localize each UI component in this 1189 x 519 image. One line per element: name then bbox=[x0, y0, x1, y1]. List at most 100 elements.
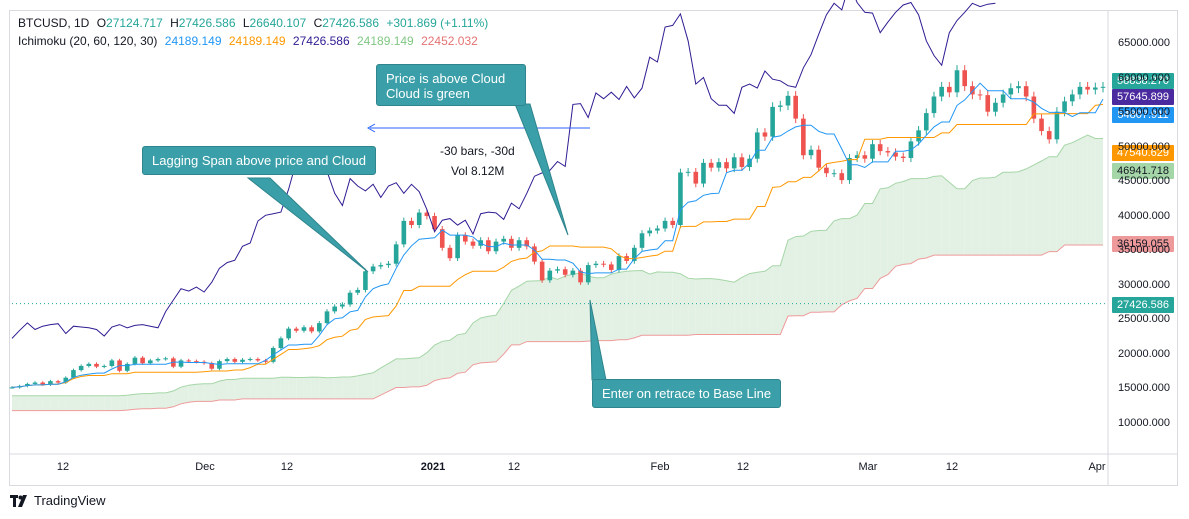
price-tag-base: 47540.629 bbox=[1112, 145, 1174, 161]
base-line bbox=[11, 103, 1104, 388]
cloud-segment bbox=[841, 218, 850, 305]
cloud-segment bbox=[941, 175, 950, 256]
cloud-segment bbox=[173, 387, 182, 407]
cloud-segment bbox=[849, 215, 858, 301]
cloud-segment bbox=[211, 381, 220, 402]
candle-body bbox=[1023, 86, 1029, 97]
cloud-segment bbox=[119, 395, 128, 411]
cloud-segment bbox=[895, 181, 904, 267]
candle-body bbox=[1008, 88, 1014, 95]
cloud-segment bbox=[380, 363, 389, 396]
high-label: H bbox=[170, 16, 179, 30]
candle-body bbox=[532, 246, 537, 262]
cloud-segment bbox=[50, 395, 59, 411]
candle-body bbox=[155, 359, 161, 361]
cloud-segment bbox=[111, 395, 120, 411]
cloud-segment bbox=[1064, 142, 1073, 246]
candle-body bbox=[378, 265, 384, 267]
cloud-segment bbox=[88, 395, 97, 411]
cloud-segment bbox=[987, 177, 996, 256]
candle-body bbox=[639, 233, 645, 248]
price-tag-last: 27426.586 bbox=[1112, 297, 1174, 313]
candle-body bbox=[332, 306, 337, 312]
cloud-segment bbox=[534, 280, 543, 342]
cloud-segment bbox=[580, 273, 589, 342]
candle-body bbox=[701, 162, 706, 184]
cloud-segment bbox=[857, 203, 865, 299]
candle-body bbox=[309, 327, 314, 332]
candle-body bbox=[516, 240, 522, 248]
candle-body bbox=[632, 247, 637, 261]
price-callout-pointer bbox=[514, 103, 569, 236]
candle-body bbox=[578, 270, 583, 283]
cloud-segment bbox=[565, 273, 573, 342]
candle-body bbox=[962, 70, 968, 87]
cloud-segment bbox=[764, 265, 773, 335]
price-above-cloud-callout: Price is above Cloud Cloud is green bbox=[376, 64, 526, 106]
candle-body bbox=[985, 95, 991, 112]
span-a-value: 24189.149 bbox=[357, 34, 414, 48]
price-tick-label: 10000.000 bbox=[1118, 417, 1170, 429]
candle-body bbox=[1039, 118, 1044, 132]
cloud-segment bbox=[396, 358, 404, 388]
cloud-segment bbox=[496, 303, 504, 362]
cloud-segment bbox=[1095, 138, 1103, 246]
cloud-segment bbox=[864, 203, 873, 289]
candle-body bbox=[509, 238, 514, 248]
time-tick-label: 12 bbox=[736, 461, 750, 473]
candle-body bbox=[893, 152, 898, 157]
cloud-segment bbox=[457, 333, 466, 374]
cloud-segment bbox=[296, 377, 304, 399]
cloud-segment bbox=[726, 280, 735, 335]
indicator-legend: Ichimoku (20, 60, 120, 30) 24189.149 241… bbox=[18, 34, 482, 48]
candle-body bbox=[1100, 86, 1106, 88]
leading-span-a-line bbox=[12, 134, 1103, 397]
candle-body bbox=[363, 271, 368, 290]
cloud-segment bbox=[649, 271, 658, 336]
cloud-segment bbox=[150, 392, 158, 409]
cloud-segment bbox=[234, 378, 243, 401]
candle-body bbox=[232, 359, 238, 362]
candle-body bbox=[393, 244, 399, 264]
cloud-segment bbox=[42, 395, 51, 411]
cloud-segment bbox=[964, 180, 973, 256]
candle-body bbox=[977, 94, 983, 96]
cloud-segment bbox=[165, 391, 174, 409]
price-tick-label: 30000.000 bbox=[1118, 278, 1170, 291]
cloud-segment bbox=[204, 383, 212, 402]
candle-body bbox=[86, 363, 92, 366]
candle-body bbox=[32, 382, 38, 384]
candle-body bbox=[347, 292, 353, 305]
cloud-segment bbox=[887, 183, 896, 275]
measure-arrow-head bbox=[366, 123, 376, 133]
cloud-segment bbox=[81, 395, 89, 411]
time-tick-label: 2021 bbox=[420, 461, 446, 473]
lagging-value: 27426.586 bbox=[292, 34, 350, 48]
cloud-segment bbox=[219, 379, 228, 401]
cloud-segment bbox=[1072, 138, 1080, 246]
tradingview-logo-icon bbox=[10, 494, 27, 507]
candle-body bbox=[255, 359, 261, 361]
candle-body bbox=[1016, 86, 1021, 89]
cloud-segment bbox=[1018, 168, 1027, 256]
cloud-segment bbox=[972, 177, 981, 256]
candle-body bbox=[1000, 94, 1006, 103]
candle-body bbox=[954, 70, 960, 93]
candle-body bbox=[839, 173, 845, 181]
candle-body bbox=[424, 212, 430, 217]
candle-body bbox=[555, 269, 560, 271]
price-tag-lagging: 57645.899 bbox=[1112, 89, 1174, 105]
cloud-segment bbox=[695, 278, 704, 335]
cloud-segment bbox=[1041, 156, 1050, 256]
cloud-segment bbox=[1010, 171, 1019, 256]
candle-body bbox=[562, 269, 568, 275]
symbol-label[interactable]: BTCUSD, 1D bbox=[18, 16, 90, 30]
cloud-segment bbox=[280, 377, 289, 399]
indicator-label[interactable]: Ichimoku (20, 60, 120, 30) bbox=[18, 34, 158, 48]
cloud-segment bbox=[618, 271, 627, 340]
tradingview-brand[interactable]: TradingView bbox=[10, 493, 106, 508]
cloud-segment bbox=[142, 393, 151, 409]
cloud-segment bbox=[980, 177, 988, 256]
candle-body bbox=[570, 270, 576, 275]
